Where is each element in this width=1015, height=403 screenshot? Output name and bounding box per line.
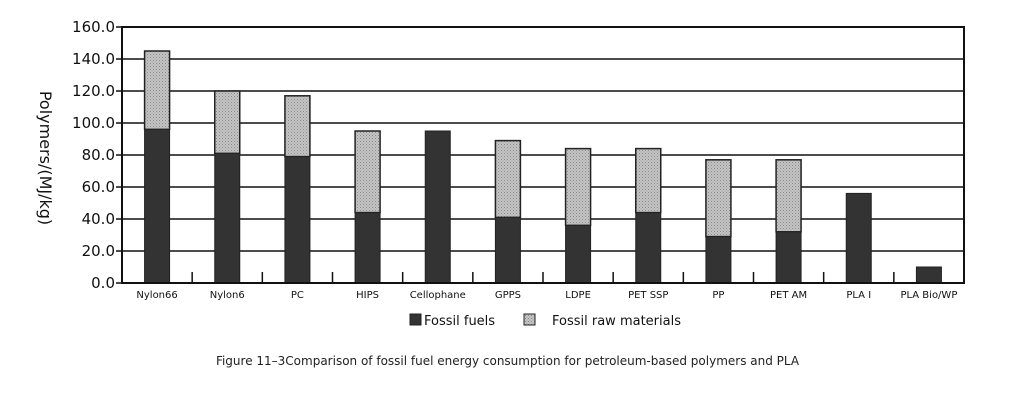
- x-category-label: HIPS: [356, 290, 379, 301]
- bar-fossil-raw-materials: [143, 50, 171, 131]
- bar-fossil-raw-materials: [284, 95, 311, 158]
- plot-frame: [121, 26, 965, 284]
- bar-fossil-fuels: [144, 128, 171, 284]
- legend-fossil-raw-materials-label: Fossil raw materials: [552, 314, 681, 329]
- bar-fossil-fuels: [284, 156, 311, 284]
- legend-fossil-fuels-label: Fossil fuels: [424, 314, 495, 329]
- y-tick-label: 80.0: [82, 146, 115, 164]
- bar-fossil-raw-materials: [635, 147, 662, 214]
- grid: [122, 58, 964, 252]
- x-category-label: Cellophane: [410, 290, 466, 301]
- y-tick-label: 20.0: [82, 242, 115, 260]
- legend-fossil-fuels-swatch: [409, 313, 422, 326]
- bar-fossil-raw-materials: [705, 159, 732, 238]
- bar-fossil-fuels: [494, 216, 521, 284]
- bar-fossil-fuels: [214, 152, 241, 284]
- x-category-label: PET AM: [770, 290, 807, 301]
- y-tick-label: 40.0: [82, 210, 115, 228]
- y-tick-label: 160.0: [72, 18, 115, 36]
- y-tick-label: 120.0: [72, 82, 115, 100]
- y-tick-label: 140.0: [72, 50, 115, 68]
- bar-fossil-fuels: [705, 236, 732, 284]
- y-ticks: 0.0 20.0 40.0 60.0 80.0 100.0 120.0 140.0 160.0: [72, 18, 122, 292]
- figure-caption: Figure 11–3Comparison of fossil fuel ene…: [215, 354, 800, 368]
- x-category-label: PET SSP: [628, 290, 668, 301]
- bar-fossil-fuels: [354, 212, 381, 284]
- bar-fossil-fuels: [565, 224, 592, 284]
- bar-fossil-fuels: [775, 231, 802, 284]
- bar-fossil-raw-materials: [494, 139, 522, 219]
- bar-fossil-fuels: [915, 266, 942, 284]
- y-tick-label: 100.0: [72, 114, 115, 132]
- x-category-label: Nylon66: [136, 290, 177, 301]
- x-category-label: Nylon6: [210, 290, 245, 301]
- x-category-label: GPPS: [495, 290, 521, 301]
- bar-fossil-fuels: [845, 192, 872, 284]
- bar-fossil-raw-materials: [564, 147, 592, 227]
- x-category-label: PP: [712, 290, 724, 301]
- bar-fossil-raw-materials: [775, 159, 802, 233]
- y-axis-label: Polymers/(MJ/kg): [36, 91, 55, 225]
- bar-fossil-raw-materials: [214, 90, 241, 155]
- bar-fossil-fuels: [424, 130, 451, 284]
- bars: [143, 50, 942, 284]
- x-category-label: LDPE: [565, 290, 591, 301]
- x-category-label: PLA Bio/WP: [900, 290, 957, 301]
- x-categories: Nylon66 Nylon6 PC HIPS Cellophane GPPS LDPE PET…: [136, 272, 957, 301]
- y-tick-label: 60.0: [82, 178, 115, 196]
- y-tick-label: 0.0: [91, 274, 115, 292]
- bar-fossil-raw-materials: [354, 130, 381, 214]
- chart: Polymers/(MJ/kg) 0.0 20.0 40.0 60.0 80.0 100.…: [36, 18, 965, 329]
- legend-fossil-raw-materials-swatch: [523, 313, 536, 326]
- legend: Fossil fuels Fossil raw materials: [409, 313, 681, 329]
- x-category-label: PC: [291, 290, 304, 301]
- bar-fossil-fuels: [635, 212, 662, 284]
- x-category-label: PLA I: [846, 290, 871, 301]
